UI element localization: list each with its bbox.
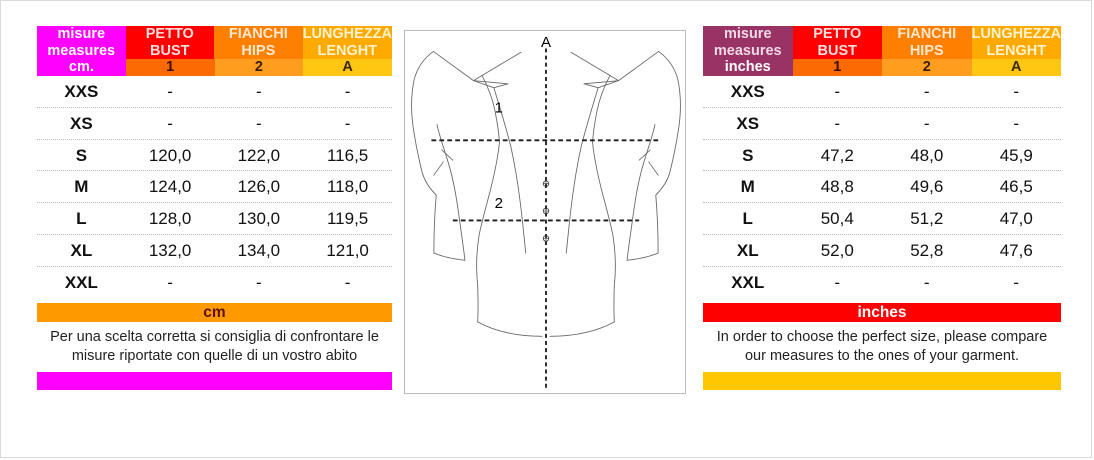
svg-text:A: A bbox=[541, 34, 551, 51]
svg-text:1: 1 bbox=[495, 99, 503, 116]
svg-text:2: 2 bbox=[495, 194, 503, 211]
